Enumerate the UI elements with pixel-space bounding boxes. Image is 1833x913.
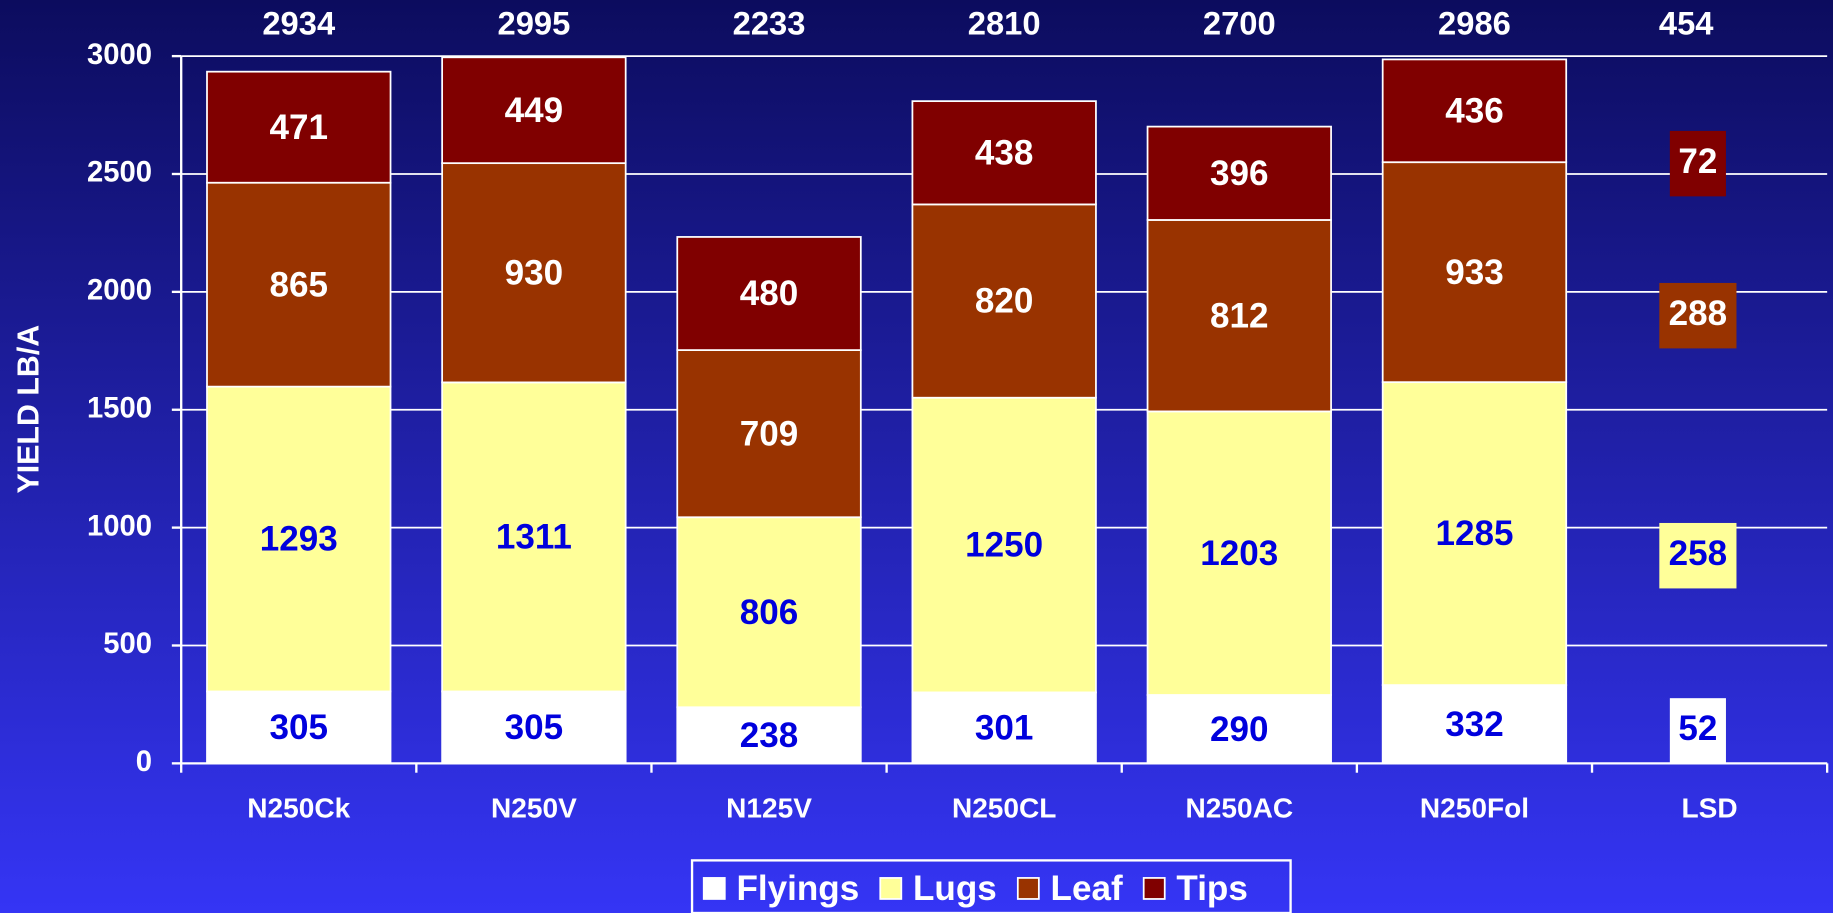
bar-segment — [676, 349, 862, 519]
total-label: 2995 — [498, 4, 571, 41]
y-tick-label: 0 — [136, 746, 152, 778]
data-label: 1311 — [496, 518, 572, 557]
data-label: 290 — [1210, 710, 1269, 749]
bar-segment — [1146, 125, 1332, 221]
total-label: 2700 — [1203, 4, 1276, 41]
x-tick-label: N250V — [491, 793, 577, 824]
x-tick-label: N125V — [726, 793, 812, 824]
lsd-box — [1669, 698, 1726, 764]
bar-segment — [1146, 694, 1332, 765]
x-tick-label: N250CL — [952, 793, 1056, 824]
total-label: 2986 — [1438, 4, 1511, 41]
y-tick-label: 2500 — [87, 157, 152, 189]
bar-segment — [206, 70, 392, 184]
data-label: 1293 — [260, 520, 338, 559]
legend-label: Lugs — [913, 869, 997, 908]
data-label: 301 — [975, 708, 1034, 747]
y-tick-label: 1500 — [87, 392, 152, 424]
data-label: 436 — [1445, 91, 1504, 130]
data-label: 933 — [1445, 253, 1504, 292]
x-tick-label: N250Ck — [247, 793, 350, 824]
data-label: 1250 — [965, 526, 1043, 565]
y-tick-label: 2000 — [87, 275, 152, 307]
lsd-label: 72 — [1678, 142, 1717, 181]
data-label: 480 — [740, 274, 799, 313]
lsd-label: 258 — [1669, 534, 1728, 573]
bar-segment — [206, 690, 392, 765]
y-axis-label: YIELD LB/A — [11, 325, 45, 494]
legend-label: Leaf — [1051, 869, 1123, 908]
data-label: 471 — [270, 108, 329, 147]
data-label: 305 — [270, 708, 329, 747]
x-tick-label: LSD — [1682, 793, 1738, 824]
bar-segment — [911, 100, 1097, 206]
bar-segment — [911, 203, 1097, 399]
data-label: 449 — [505, 91, 564, 130]
total-label: 2934 — [262, 4, 336, 41]
data-label: 930 — [505, 253, 564, 292]
lsd-label: 52 — [1678, 709, 1717, 748]
bar-segment — [1381, 684, 1568, 765]
x-tick-label: N250Fol — [1420, 793, 1529, 824]
legend-swatch — [702, 877, 726, 900]
data-label: 332 — [1445, 705, 1504, 744]
total-label: 2233 — [733, 4, 806, 41]
bar-segment — [1146, 410, 1332, 696]
bar-segment — [911, 396, 1097, 694]
data-label: 238 — [740, 716, 799, 755]
total-label: 2810 — [968, 4, 1041, 41]
legend-label: Tips — [1176, 869, 1247, 908]
bar-segment — [1146, 219, 1332, 413]
data-label: 438 — [975, 133, 1034, 172]
data-label: 1285 — [1435, 514, 1513, 553]
total-label: 454 — [1659, 4, 1714, 41]
bar-segment — [676, 236, 862, 351]
bar-segment — [206, 181, 392, 388]
y-tick-label: 500 — [103, 628, 152, 660]
data-label: 812 — [1210, 296, 1269, 335]
lsd-box — [1659, 522, 1737, 589]
bar-segment — [441, 162, 627, 384]
bar-segment — [441, 381, 627, 693]
data-label: 806 — [740, 593, 799, 632]
legend-label: Flyings — [736, 869, 859, 908]
data-label: 820 — [975, 282, 1034, 321]
bar-segment — [441, 56, 627, 165]
lsd-box — [1659, 282, 1737, 349]
y-tick-label: 3000 — [87, 39, 152, 71]
data-label: 1203 — [1200, 534, 1278, 573]
bar-segment — [1381, 161, 1568, 384]
data-label: 865 — [270, 265, 329, 304]
x-tick-label: N250AC — [1186, 793, 1294, 824]
legend-swatch — [879, 877, 903, 900]
data-label: 709 — [740, 414, 799, 453]
bar-segment — [206, 385, 392, 693]
lsd-box — [1669, 130, 1726, 197]
bar-segment — [676, 706, 862, 765]
bar-segment — [441, 690, 627, 765]
data-label: 396 — [1210, 154, 1269, 193]
legend-swatch — [1016, 877, 1040, 900]
bar-segment — [1381, 58, 1568, 164]
legend-swatch — [1142, 877, 1166, 900]
y-tick-label: 1000 — [87, 510, 152, 542]
data-label: 305 — [505, 708, 564, 747]
lsd-label: 288 — [1669, 294, 1728, 333]
